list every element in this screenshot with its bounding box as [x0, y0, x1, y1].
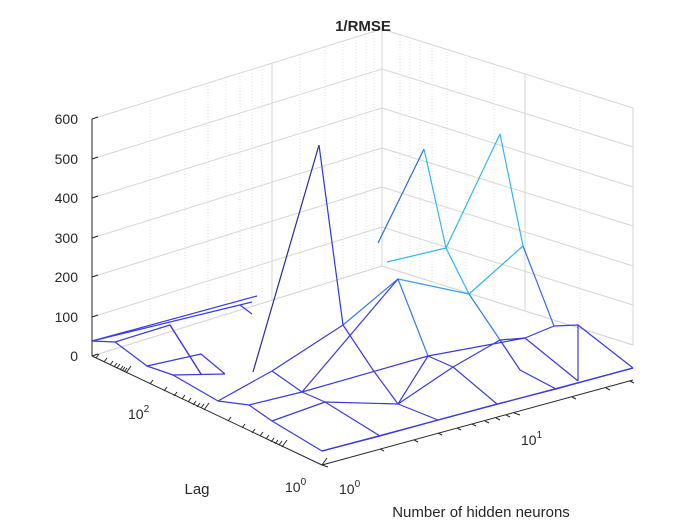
mesh-edge: [499, 337, 579, 382]
mesh-edge: [91, 340, 634, 452]
mesh-edge: [217, 324, 344, 402]
axes: [91, 116, 635, 468]
y-axis-label: Lag: [184, 481, 209, 498]
mesh-edge: [423, 148, 524, 295]
z-tick-label: 100: [55, 309, 79, 325]
mesh-edge: [377, 148, 425, 244]
z-tick-label: 300: [55, 230, 79, 246]
surface-mesh: [91, 133, 634, 452]
x-axis-line: [321, 379, 634, 466]
mesh-edge: [427, 355, 498, 405]
mesh-edge: [397, 278, 470, 295]
mesh-edge: [301, 324, 634, 393]
mesh-edge: [321, 367, 634, 452]
grid-lines: [91, 28, 634, 357]
mesh-edge: [386, 133, 524, 263]
mesh-edge: [271, 355, 429, 405]
mesh-edge: [252, 144, 320, 373]
mesh-edge: [172, 373, 226, 376]
mesh-edge: [114, 324, 202, 375]
chart-title: 1/RMSE: [335, 18, 391, 35]
z-tick-label: 500: [55, 151, 79, 167]
mesh-edge: [468, 293, 501, 341]
z-tick-label: 200: [55, 269, 79, 285]
y-tick-label: 100: [285, 477, 307, 495]
z-tick-label: 600: [55, 111, 79, 127]
mesh-edge: [91, 301, 253, 342]
mesh-edge: [318, 144, 344, 326]
mesh-edge: [522, 245, 555, 327]
mesh-edge: [146, 353, 226, 375]
y-tick-label: 102: [128, 404, 150, 422]
mesh-edge: [239, 304, 253, 315]
x-tick-label: 101: [521, 430, 543, 448]
x-axis-label: Number of hidden neurons: [392, 504, 570, 521]
z-tick-label: 0: [70, 348, 78, 364]
mesh-edge: [342, 324, 439, 421]
y-axis-line: [91, 355, 323, 466]
x-tick-label: 100: [339, 479, 361, 497]
z-tick-label: 400: [55, 190, 79, 206]
mesh-edge: [91, 295, 258, 342]
